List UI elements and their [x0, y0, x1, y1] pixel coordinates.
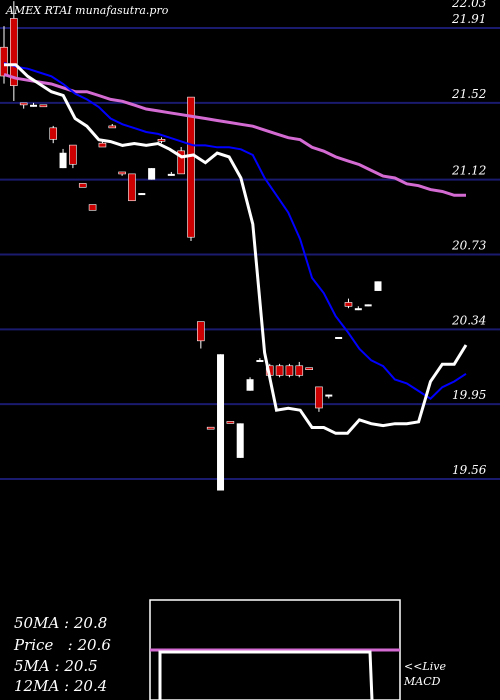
candle-body — [256, 360, 264, 363]
candle-body — [157, 139, 166, 142]
y-tick-label: 22.03 — [451, 0, 487, 10]
candle-body — [206, 426, 215, 430]
candle-body — [285, 365, 294, 376]
candle-body — [39, 104, 48, 108]
candle-body — [177, 150, 185, 175]
candle-body — [138, 193, 146, 196]
moving-average-lines — [3, 61, 468, 435]
ma5-readout: 5MA : 20.5 — [14, 657, 98, 675]
candle-body — [187, 96, 195, 238]
y-axis-labels: 22.03 21.91 21.52 21.12 20.73 20.34 19.95 19.56 — [451, 0, 487, 477]
candle-body — [30, 104, 38, 107]
chart-title: AMEX RTAI munafasutra.pro — [5, 4, 169, 17]
ma-long-line — [3, 72, 466, 197]
ma50-readout: 50MA : 20.8 — [14, 614, 108, 632]
candle-body — [88, 204, 97, 211]
candle-body — [19, 102, 28, 106]
candle-body — [335, 336, 343, 339]
candle-body — [118, 171, 126, 175]
candle-body — [10, 18, 18, 86]
candle-body — [148, 168, 156, 180]
candle-body — [344, 302, 353, 307]
live-link[interactable]: <<Live — [404, 660, 446, 673]
candle-body — [98, 142, 107, 148]
candle-body — [246, 379, 254, 391]
y-tick-label: 21.91 — [451, 12, 486, 26]
y-tick-label: 21.12 — [451, 164, 486, 178]
candle-body — [354, 308, 362, 311]
candle-body — [295, 365, 304, 376]
ma-slow-line — [3, 61, 467, 400]
candle-body — [167, 173, 175, 176]
y-tick-label: 19.95 — [452, 388, 486, 402]
candle-body — [128, 173, 136, 202]
candle-body — [374, 281, 382, 291]
candle-body — [108, 125, 117, 129]
price-candles — [0, 1, 382, 491]
macd-label: MACD — [404, 675, 441, 688]
price-readout: Price : 20.6 — [14, 636, 111, 654]
candle-body — [305, 367, 313, 370]
candle-body — [78, 183, 87, 188]
candle-body — [69, 144, 77, 165]
y-tick-label: 21.52 — [451, 87, 486, 101]
candle-body — [226, 421, 235, 424]
macd-panel — [149, 599, 401, 700]
y-tick-label: 19.56 — [452, 463, 487, 477]
candle-body — [364, 304, 372, 307]
candle-body — [325, 394, 333, 397]
ma12-readout: 12MA : 20.4 — [14, 677, 108, 695]
candle-body — [59, 152, 67, 169]
candle-body — [217, 354, 225, 491]
y-tick-label: 20.34 — [451, 313, 486, 327]
candle-body — [275, 365, 284, 376]
candle-body — [236, 423, 244, 458]
candle-body — [0, 46, 8, 77]
ma-fast-line — [4, 63, 468, 435]
candle-body — [197, 321, 205, 342]
price-gridlines — [0, 27, 500, 480]
candle-body — [315, 386, 323, 409]
y-tick-label: 20.73 — [451, 238, 487, 252]
candle-body — [49, 127, 58, 140]
macd-line — [158, 650, 374, 700]
